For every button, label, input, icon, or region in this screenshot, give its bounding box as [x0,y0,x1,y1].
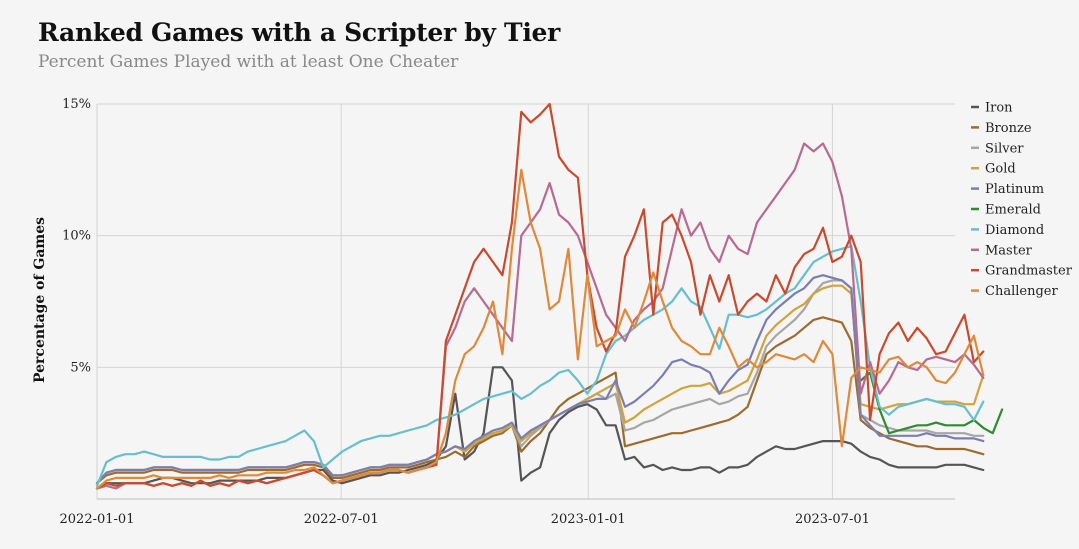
series-line-diamond [95,245,985,487]
y-axis-label: Percentage of Games [32,217,48,383]
y-tick-label: 5% [70,360,91,375]
legend-label-emerald: Emerald [985,203,1041,218]
chart-subtitle: Percent Games Played with at least One C… [38,52,459,72]
series-line-grandmaster [95,102,985,490]
series-line-challenger [95,168,985,490]
x-tick-label: 2023-07-01 [795,512,870,527]
series-line-master [95,142,985,490]
x-tick-label: 2022-07-01 [304,512,379,527]
y-tick-label: 10% [62,229,91,244]
legend-label-gold: Gold [985,162,1016,177]
series-line-iron [95,366,985,490]
legend-label-iron: Iron [985,101,1013,116]
legend-label-bronze: Bronze [985,121,1032,136]
chart-title: Ranked Games with a Scripter by Tier [38,18,561,47]
legend-label-challenger: Challenger [985,284,1058,299]
series-line-emerald [859,371,1004,435]
x-tick-label: 2022-01-01 [60,512,135,527]
legend-label-silver: Silver [985,141,1024,156]
x-tick-label: 2023-01-01 [551,512,626,527]
legend-label-grandmaster: Grandmaster [985,264,1073,279]
series-line-bronze [95,316,985,485]
series-line-platinum [95,274,985,485]
y-tick-label: 15% [62,97,91,112]
legend-label-platinum: Platinum [985,182,1044,197]
legend-label-master: Master [985,243,1033,258]
legend-label-diamond: Diamond [985,223,1044,238]
